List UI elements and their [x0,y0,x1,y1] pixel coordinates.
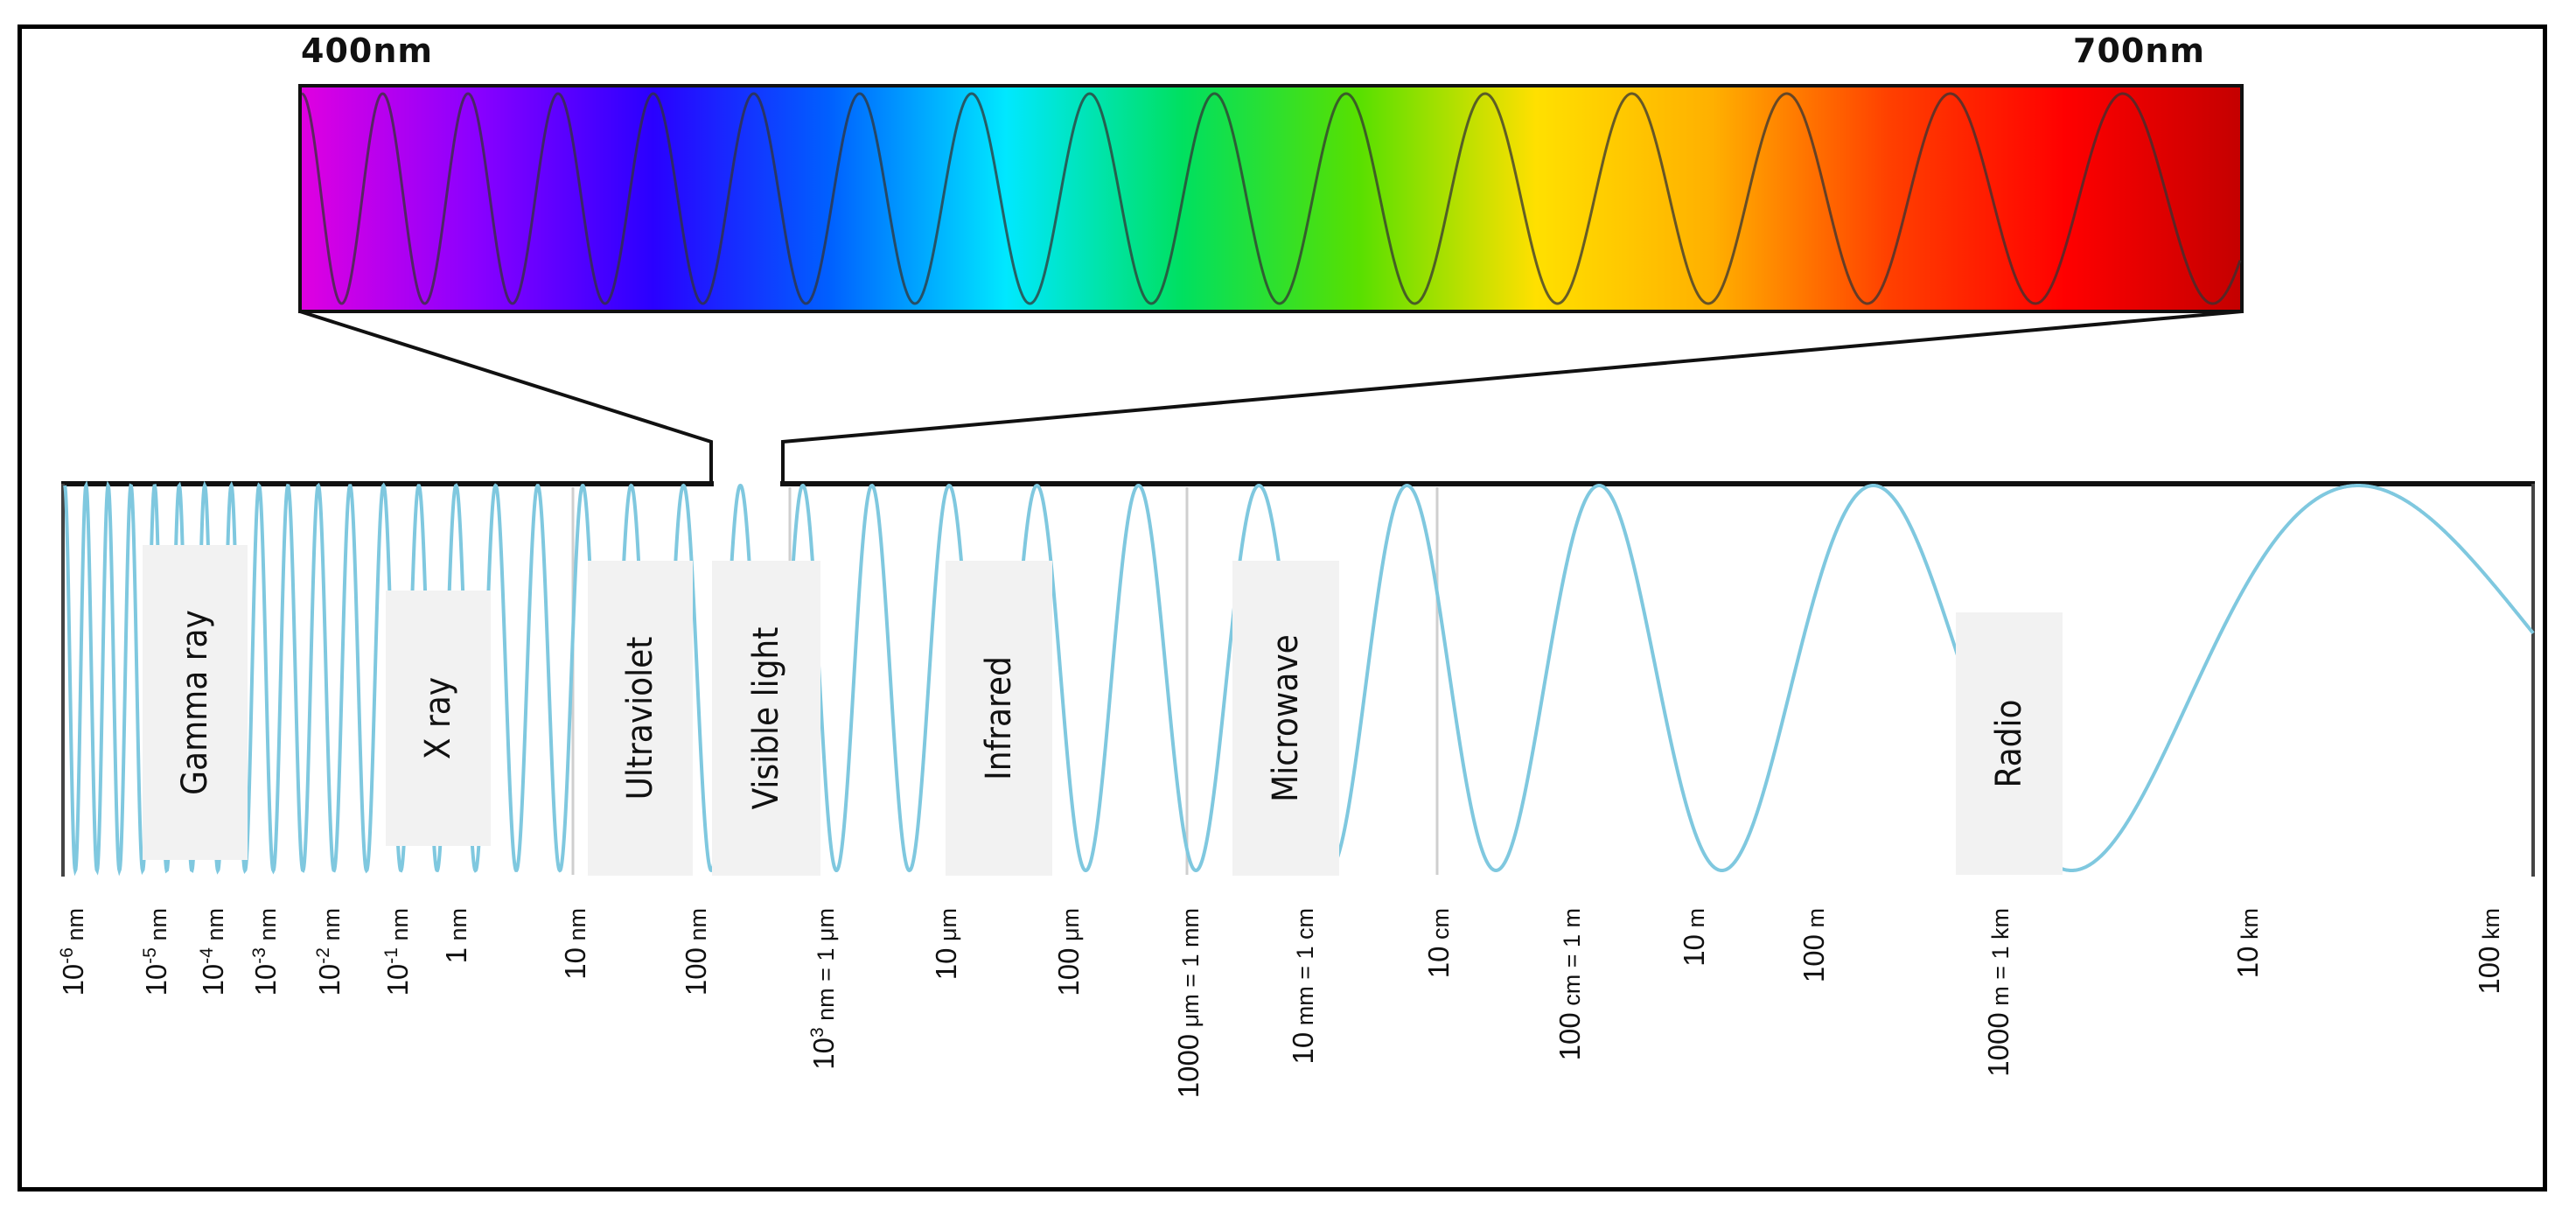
band-gamma-ray: Gamma ray [143,545,248,860]
wavelength-tick-label: 100 km [2473,908,2505,995]
wavelength-tick-label: 10 cm [1422,908,1455,979]
wavelength-tick-label: 1 nm [440,908,472,964]
wavelength-tick-label: 1000 m = 1 km [1982,908,2014,1077]
band-label: Gamma ray [175,610,215,795]
wavelength-tick-label: 100 cm = 1 m [1553,908,1586,1061]
wavelength-tick-label: 10 mm = 1 cm [1287,908,1319,1065]
band-radio: Radio [1956,612,2063,875]
zoom-connector-right [781,310,2243,484]
wavelength-tick-label: 10-4 nm [197,908,229,996]
zoom-connector-left [299,310,713,484]
diagram-frame [17,24,2547,1192]
band-microwave: Microwave [1232,561,1339,876]
wavelength-tick-label: 103 nm = 1 μm [807,908,840,1070]
wavelength-tick-label: 10 km [2231,908,2264,979]
band-label: X ray [418,676,458,760]
wavelength-tick-label: 10-2 nm [313,908,346,996]
wavelength-tick-label: 10 nm [559,908,591,980]
wavelength-tick-label: 10 μm [930,908,962,981]
wavelength-tick-label: 10-1 nm [381,908,414,996]
band-ultraviolet: Ultraviolet [588,561,693,876]
wavelength-tick-label: 10 m [1678,908,1710,967]
band-label: Microwave [1266,634,1306,802]
wavelength-tick-label: 100 m [1798,908,1830,983]
wavelength-tick-label: 1000 μm = 1 mm [1172,908,1204,1099]
visible-spectrum-wave [301,92,2242,305]
label-700nm: 700nm [2073,31,2205,70]
band-label: Infrared [979,656,1019,780]
wavelength-tick-label: 10-5 nm [140,908,172,996]
band-x-ray: X ray [386,591,491,846]
wavelength-tick-label: 10-6 nm [57,908,89,996]
band-visible-light: Visible light [712,561,820,876]
band-label: Ultraviolet [620,636,660,800]
band-label: Visible light [746,626,786,810]
visible-spectrum-bar [298,84,2244,313]
band-label: Radio [1989,699,2029,788]
label-400nm: 400nm [301,31,433,70]
wavelength-tick-label: 100 μm [1052,908,1085,996]
wavelength-tick-label: 10-3 nm [249,908,282,996]
band-infrared: Infrared [946,561,1052,876]
wavelength-tick-label: 100 nm [680,908,712,996]
